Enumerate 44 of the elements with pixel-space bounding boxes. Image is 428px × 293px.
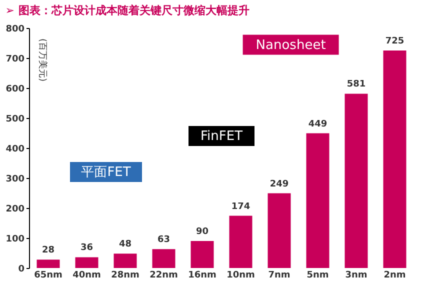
x-tick-label: 65nm xyxy=(34,270,62,280)
data-label: 48 xyxy=(118,240,132,250)
x-tick-label: 7nm xyxy=(268,270,290,280)
data-label: 63 xyxy=(157,235,170,246)
x-tick-label: 22nm xyxy=(150,270,178,280)
y-tick-label: 700 xyxy=(6,54,24,64)
bar xyxy=(152,249,176,268)
data-label: 28 xyxy=(42,246,55,256)
x-tick-label: 3nm xyxy=(345,270,368,280)
y-tick-label: 0 xyxy=(18,264,24,274)
x-tick-label: 40nm xyxy=(72,270,101,280)
bar xyxy=(36,260,60,268)
y-tick-label: 100 xyxy=(6,234,24,244)
bar xyxy=(75,257,98,268)
y-tick-label: 800 xyxy=(6,24,24,34)
bar xyxy=(114,254,137,268)
y-axis-title: (百万美元) xyxy=(37,38,48,82)
annotation: FinFET xyxy=(200,129,243,144)
data-label: 90 xyxy=(196,227,209,237)
chart-title: ➢ 图表：芯片设计成本随着关键尺寸微缩大幅提升 xyxy=(5,4,250,17)
annotation: 平面FET xyxy=(81,165,131,180)
x-tick-label: 10nm xyxy=(226,270,255,280)
bar xyxy=(383,50,406,268)
y-tick-label: 600 xyxy=(6,84,24,94)
y-tick-label: 500 xyxy=(6,114,24,124)
y-tick-label: 300 xyxy=(6,174,24,184)
data-label: 581 xyxy=(346,80,366,90)
data-label: 449 xyxy=(308,119,328,130)
y-tick-label: 200 xyxy=(6,204,24,214)
y-tick-label: 400 xyxy=(6,144,24,154)
data-label: 174 xyxy=(231,202,250,212)
x-tick-label: 16nm xyxy=(188,270,216,280)
x-tick-label: 5nm xyxy=(306,270,329,280)
bar xyxy=(190,241,214,268)
data-label: 725 xyxy=(385,36,404,46)
bar xyxy=(229,216,252,268)
x-tick-label: 2nm xyxy=(384,270,406,280)
data-label: 249 xyxy=(270,179,289,190)
data-label: 36 xyxy=(80,243,94,254)
bar xyxy=(306,133,330,268)
bar xyxy=(268,193,291,268)
annotation: Nanosheet xyxy=(256,38,326,53)
bar xyxy=(344,94,368,268)
x-tick-label: 28nm xyxy=(111,270,140,280)
